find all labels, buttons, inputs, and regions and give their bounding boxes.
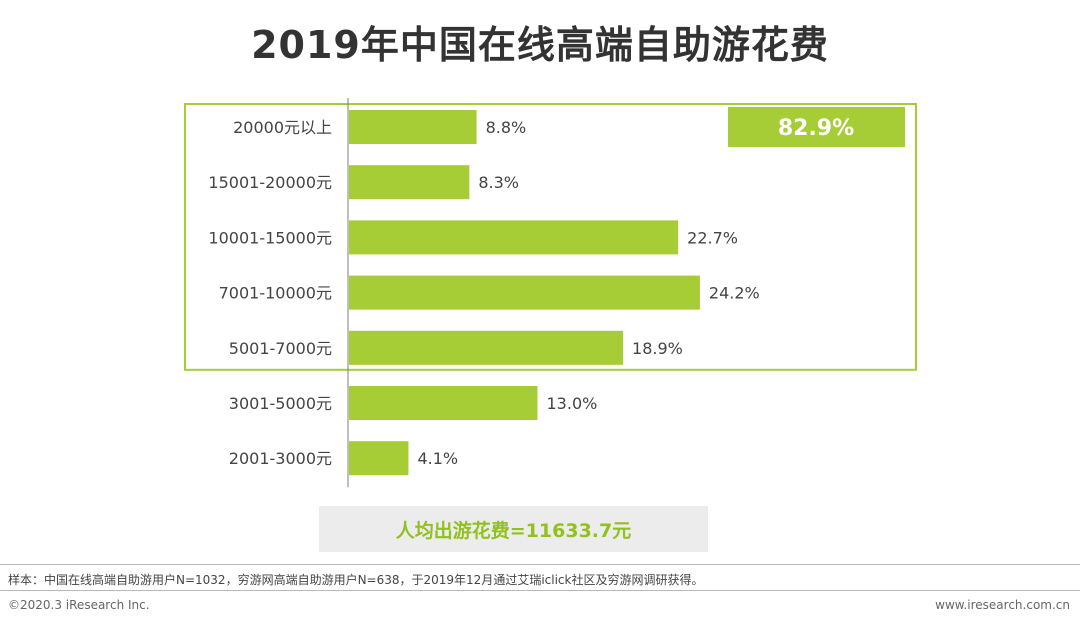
category-label: 5001-7000元 bbox=[229, 339, 332, 358]
category-label: 20000元以上 bbox=[233, 118, 332, 137]
bar bbox=[349, 386, 538, 420]
category-label: 3001-5000元 bbox=[229, 394, 332, 413]
value-label: 24.2% bbox=[709, 284, 760, 303]
category-label: 10001-15000元 bbox=[208, 228, 332, 247]
value-label: 18.9% bbox=[632, 339, 683, 358]
highlight-total-label: 82.9% bbox=[778, 116, 854, 141]
footer-divider-top bbox=[0, 564, 1080, 565]
website-link[interactable]: www.iresearch.com.cn bbox=[935, 598, 1070, 612]
footer-divider-bottom bbox=[0, 590, 1080, 591]
bar bbox=[349, 220, 679, 255]
category-label: 2001-3000元 bbox=[229, 449, 332, 468]
bar bbox=[349, 275, 700, 310]
chart-title: 2019年中国在线高端自助游花费 bbox=[251, 23, 829, 67]
value-label: 4.1% bbox=[417, 449, 458, 468]
highlight-frame bbox=[184, 103, 917, 371]
bar bbox=[349, 441, 409, 476]
value-label: 8.3% bbox=[478, 173, 519, 192]
value-label: 13.0% bbox=[547, 394, 598, 413]
value-label: 22.7% bbox=[687, 228, 738, 247]
category-label: 15001-20000元 bbox=[208, 173, 332, 192]
sample-note: 样本：中国在线高端自助游用户N=1032，穷游网高端自助游用户N=638，于20… bbox=[8, 573, 704, 587]
bar bbox=[349, 165, 470, 200]
average-spend-box: 人均出游花费=11633.7元 bbox=[319, 506, 708, 552]
average-spend-label: 人均出游花费=11633.7元 bbox=[395, 519, 632, 542]
bar bbox=[349, 110, 477, 144]
category-label: 7001-10000元 bbox=[219, 284, 332, 303]
highlight-total-badge bbox=[728, 107, 905, 147]
bar bbox=[349, 330, 624, 365]
value-label: 8.8% bbox=[486, 118, 527, 137]
copyright: ©2020.3 iResearch Inc. bbox=[8, 598, 150, 612]
